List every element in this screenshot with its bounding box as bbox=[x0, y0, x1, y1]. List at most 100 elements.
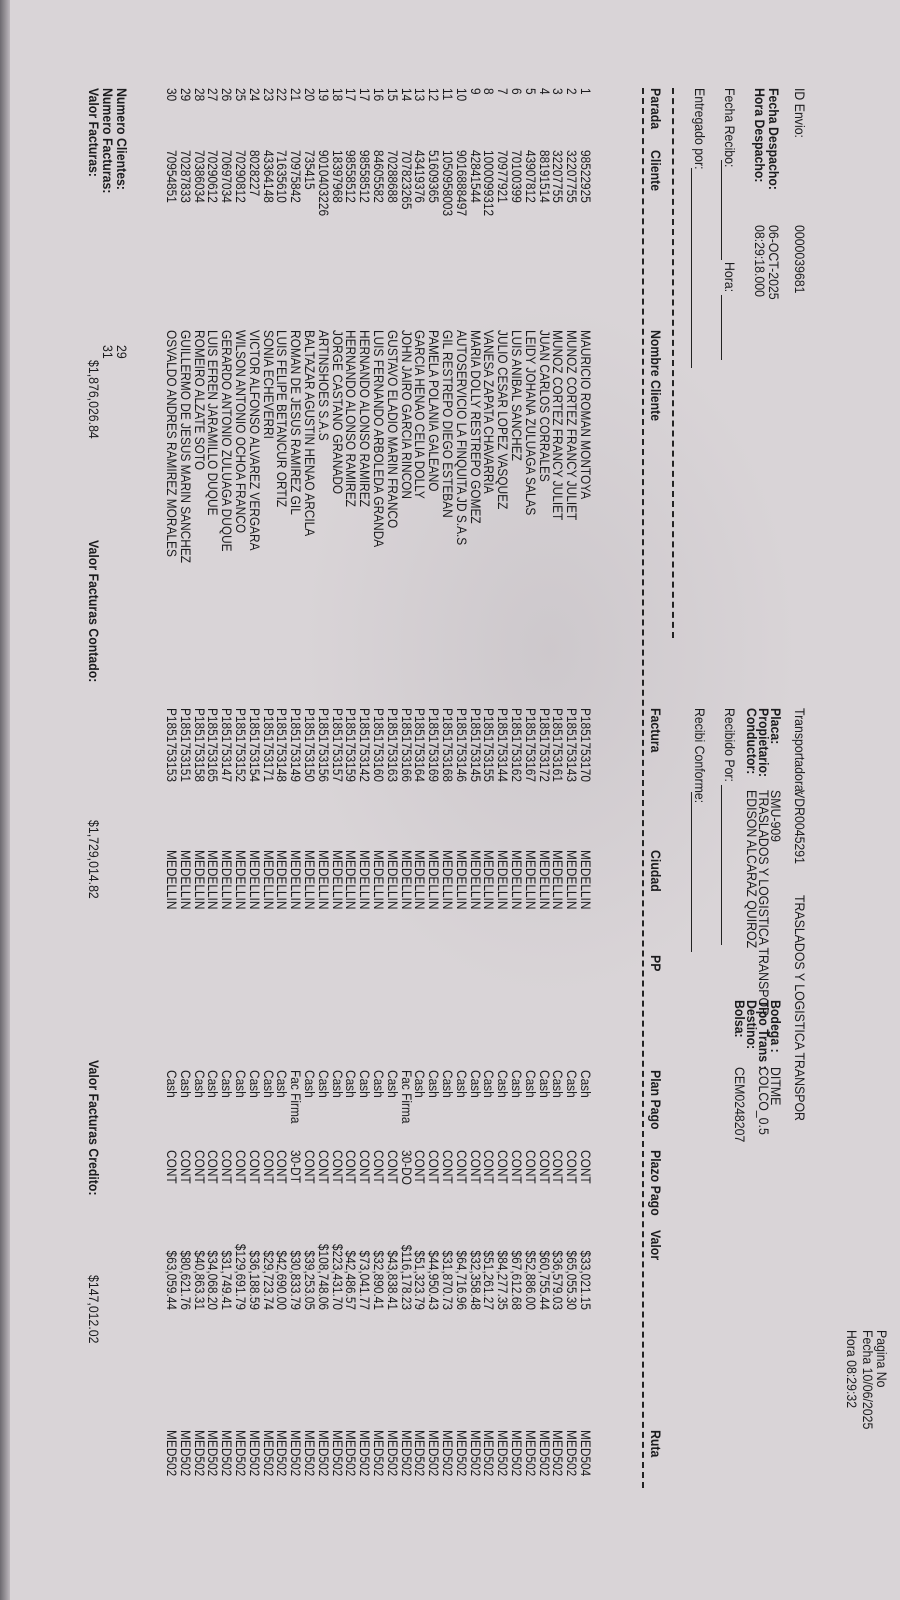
cell-plazo-pago: CONT bbox=[426, 1150, 442, 1184]
cell-valor: $31,749.41 bbox=[219, 1250, 235, 1310]
cell-factura: P1851753142 bbox=[357, 708, 373, 783]
cell-valor: $32,890.41 bbox=[371, 1250, 387, 1310]
entregado-field[interactable] bbox=[691, 168, 692, 368]
cell-plazo-pago: CONT bbox=[177, 1150, 193, 1184]
cell-nombre-cliente: VICTOR ALFONSO ALVAREZ VERGARA bbox=[246, 330, 262, 551]
valor-facturas-value: $1,876,026.84 bbox=[86, 360, 102, 439]
cell-parada: 21 bbox=[288, 88, 304, 102]
cell-ciudad: MEDELLIN bbox=[509, 850, 525, 910]
cell-ruta: MED502 bbox=[481, 1430, 497, 1477]
cell-valor: $63,059.44 bbox=[164, 1250, 180, 1310]
cell-ciudad: MEDELLIN bbox=[233, 850, 249, 910]
cell-plan-pago: Cash bbox=[578, 1070, 593, 1098]
cell-ciudad: MEDELLIN bbox=[274, 850, 290, 910]
cell-factura: P1851753162 bbox=[509, 708, 525, 783]
cell-plan-pago: Cash bbox=[191, 1070, 207, 1098]
conductor-label: Conductor: bbox=[744, 708, 760, 775]
recibido-field[interactable] bbox=[721, 785, 722, 945]
cell-ruta: MED502 bbox=[536, 1430, 552, 1477]
cell-ruta: MED502 bbox=[550, 1430, 566, 1477]
cell-factura: P1851753145 bbox=[467, 708, 483, 783]
cell-pp bbox=[495, 955, 509, 958]
cell-nombre-cliente: LUIS EFREN JARAMILLO DUQUE bbox=[205, 330, 221, 516]
cell-cliente: 70975842 bbox=[288, 150, 304, 203]
cell-ruta: MED502 bbox=[246, 1430, 262, 1477]
cell-pp bbox=[357, 955, 371, 958]
cell-ruta: MED502 bbox=[357, 1430, 373, 1477]
cell-plan-pago: Cash bbox=[357, 1070, 373, 1098]
cell-nombre-cliente: MUNOZ CORTEZ FRANCY JULIET bbox=[550, 330, 566, 521]
cell-factura: P1851753144 bbox=[495, 708, 511, 783]
column-ciudad: MEDELLIN MEDELLIN MEDELLIN MEDELLIN MEDELLIN… bbox=[164, 850, 593, 910]
cell-cliente: 9010403226 bbox=[315, 150, 331, 217]
fecha-recibo-field[interactable] bbox=[721, 160, 722, 260]
cell-pp bbox=[523, 955, 537, 958]
cell-nombre-cliente: MARIA DOLLY RESTREPO GOMEZ bbox=[467, 330, 483, 524]
print-date-value: 10/06/2025 bbox=[860, 1367, 876, 1430]
hora-label: Hora: bbox=[722, 262, 738, 293]
cell-factura: P1851753146 bbox=[453, 708, 469, 783]
column-plan-pago: Cash Cash Cash Cash Cash Cash Cash Cash Cash Cash… bbox=[164, 1070, 593, 1124]
cell-parada: 16 bbox=[371, 88, 387, 102]
cell-ciudad: MEDELLIN bbox=[536, 850, 552, 910]
cell-plan-pago: Cash bbox=[440, 1070, 456, 1098]
cell-plan-pago: Fac Firma bbox=[398, 1070, 414, 1124]
cell-valor: $65,055.30 bbox=[564, 1250, 580, 1310]
cell-pp bbox=[440, 955, 454, 958]
cell-valor: $42,486.57 bbox=[343, 1250, 359, 1310]
cell-cliente: 1000099312 bbox=[481, 150, 497, 217]
cell-pp bbox=[330, 955, 344, 958]
print-time-label: Hora bbox=[844, 1330, 860, 1357]
cell-plan-pago: Cash bbox=[536, 1070, 552, 1098]
cell-factura: P1851753169 bbox=[426, 708, 442, 783]
cell-pp bbox=[275, 955, 289, 958]
cell-cliente: 735415 bbox=[302, 150, 318, 190]
transportadora-label: Transportadora: bbox=[792, 708, 808, 796]
cell-ruta: MED502 bbox=[329, 1430, 345, 1477]
cell-parada: 9 bbox=[467, 88, 483, 95]
print-time: Hora 08:29:32 bbox=[844, 1330, 860, 1408]
cell-factura: P1851753166 bbox=[398, 708, 414, 783]
cell-cliente: 70977921 bbox=[495, 150, 511, 203]
cell-plan-pago: Cash bbox=[302, 1070, 318, 1098]
cell-pp bbox=[509, 955, 523, 958]
cell-nombre-cliente: MAURICIO ROMAN MONTOYA bbox=[578, 330, 593, 500]
cell-ruta: MED502 bbox=[453, 1430, 469, 1477]
recibi-field[interactable] bbox=[691, 792, 692, 952]
cell-ciudad: MEDELLIN bbox=[205, 850, 221, 910]
cell-plan-pago: Cash bbox=[384, 1070, 400, 1098]
contado-value: $1,729,014.82 bbox=[86, 820, 102, 899]
cell-cliente: 71635610 bbox=[274, 150, 290, 203]
num-clientes-value: 29 bbox=[114, 345, 130, 359]
num-facturas-value: 31 bbox=[100, 345, 116, 359]
cell-cliente: 70287833 bbox=[177, 150, 193, 203]
cell-plan-pago: Cash bbox=[412, 1070, 428, 1098]
cell-plazo-pago: CONT bbox=[467, 1150, 483, 1184]
hora-field[interactable] bbox=[721, 295, 722, 360]
cell-ciudad: MEDELLIN bbox=[164, 850, 180, 910]
cell-ruta: MED502 bbox=[509, 1430, 525, 1477]
cell-ciudad: MEDELLIN bbox=[453, 850, 469, 910]
cell-parada: 28 bbox=[191, 88, 207, 102]
cell-pp bbox=[219, 955, 233, 958]
cell-cliente: 707823265 bbox=[398, 150, 414, 210]
cell-plazo-pago: CONT bbox=[302, 1150, 318, 1184]
cell-valor: $84,277.35 bbox=[495, 1250, 511, 1310]
cell-plan-pago: Cash bbox=[233, 1070, 249, 1098]
cell-valor: $44,950.43 bbox=[426, 1250, 442, 1310]
cell-valor: $116,178.23 bbox=[398, 1244, 414, 1310]
cell-ruta: MED502 bbox=[274, 1430, 290, 1477]
cell-pp bbox=[371, 955, 385, 958]
cell-plan-pago: Cash bbox=[550, 1070, 566, 1098]
cell-valor: $29,723.74 bbox=[260, 1250, 276, 1310]
cell-nombre-cliente: LEIDY JOHANA ZULUAGA SALAS bbox=[522, 330, 538, 516]
cell-parada: 22 bbox=[274, 88, 290, 102]
cell-parada: 29 bbox=[177, 88, 193, 102]
cell-factura: P1851753167 bbox=[522, 708, 538, 783]
page-label: Pagina No bbox=[874, 1330, 890, 1388]
cell-factura: P1851753171 bbox=[260, 708, 276, 783]
cell-factura: P1851753143 bbox=[564, 708, 580, 783]
cell-nombre-cliente: JORGE CASTANO GRANADO bbox=[329, 330, 345, 495]
cell-plazo-pago: CONT bbox=[536, 1150, 552, 1184]
cell-nombre-cliente: VANESA ZAPATA CHAVARRIA bbox=[481, 330, 497, 494]
